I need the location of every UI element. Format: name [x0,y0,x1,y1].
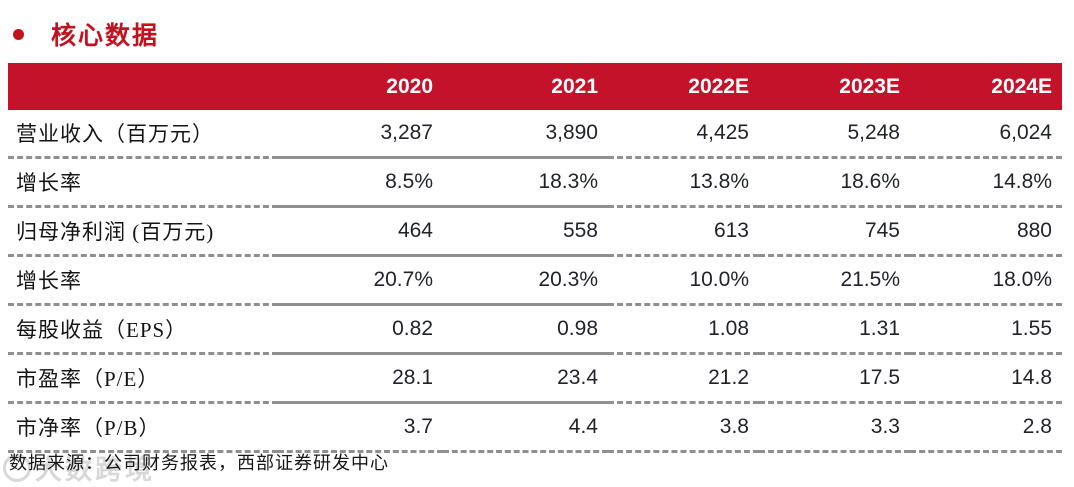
section-header: 核心数据 [0,0,1074,52]
cell-value: 0.98 [443,304,608,355]
header-cell-year: 2021 [443,63,608,110]
table-row: 增长率 20.7% 20.3% 10.0% 21.5% 18.0% [8,255,1062,306]
watermark: 大数跨境 [3,448,155,487]
page-title: 核心数据 [51,23,160,50]
row-label: 营业收入（百万元） [8,110,278,159]
header-cell-empty [8,63,278,110]
cell-value: 3.8 [608,402,759,453]
row-label: 市盈率（P/E） [8,353,278,404]
cell-value: 4,425 [608,110,759,159]
cell-value: 6,024 [910,110,1062,159]
table-row: 增长率 8.5% 18.3% 13.8% 18.6% 14.8% [8,157,1062,208]
row-label: 增长率 [8,255,278,306]
cell-value: 10.0% [608,255,759,306]
cell-value: 3,890 [443,110,608,159]
header-cell-year: 2024E [910,63,1062,110]
bullet-icon [13,28,24,40]
row-label: 增长率 [8,157,278,208]
cell-value: 3,287 [278,110,443,159]
cell-value: 558 [443,206,608,257]
header-cell-year: 2023E [759,63,910,110]
cell-value: 2.8 [910,402,1062,453]
cell-value: 20.3% [443,255,608,306]
cell-value: 13.8% [608,157,759,208]
header-cell-year: 2022E [608,63,759,110]
table-row: 每股收益（EPS） 0.82 0.98 1.08 1.31 1.55 [8,304,1062,355]
cell-value: 14.8 [910,353,1062,404]
cell-value: 8.5% [278,157,443,208]
cell-value: 1.55 [910,304,1062,355]
cell-value: 21.2 [608,353,759,404]
cell-value: 18.3% [443,157,608,208]
cell-value: 1.08 [608,304,759,355]
table-row: 营业收入（百万元） 3,287 3,890 4,425 5,248 6,024 [8,110,1062,159]
row-label: 归母净利润 (百万元) [8,206,278,257]
table-header-row: 2020 2021 2022E 2023E 2024E [8,63,1062,110]
cell-value: 14.8% [910,157,1062,208]
cell-value: 745 [759,206,910,257]
cell-value: 17.5 [759,353,910,404]
cell-value: 23.4 [443,353,608,404]
cell-value: 1.31 [759,304,910,355]
cell-value: 21.5% [759,255,910,306]
cell-value: 18.0% [910,255,1062,306]
table-row: 市盈率（P/E） 28.1 23.4 21.2 17.5 14.8 [8,353,1062,404]
header-cell-year: 2020 [278,63,443,110]
watermark-text: 大数跨境 [35,455,155,485]
cell-value: 3.7 [278,402,443,453]
cell-value: 18.6% [759,157,910,208]
cell-value: 0.82 [278,304,443,355]
core-data-table: 2020 2021 2022E 2023E 2024E 营业收入（百万元） 3,… [8,63,1062,453]
cell-value: 880 [910,206,1062,257]
cell-value: 5,248 [759,110,910,159]
row-label: 市净率（P/B） [8,402,278,453]
table-row: 市净率（P/B） 3.7 4.4 3.8 3.3 2.8 [8,402,1062,453]
cell-value: 28.1 [278,353,443,404]
data-source-note: 数据来源：公司财务报表，西部证券研发中心 [9,453,389,473]
watermark-logo-icon [3,453,31,482]
cell-value: 613 [608,206,759,257]
cell-value: 20.7% [278,255,443,306]
cell-value: 464 [278,206,443,257]
cell-value: 4.4 [443,402,608,453]
row-label: 每股收益（EPS） [8,304,278,355]
cell-value: 3.3 [759,402,910,453]
table-row: 归母净利润 (百万元) 464 558 613 745 880 [8,206,1062,257]
